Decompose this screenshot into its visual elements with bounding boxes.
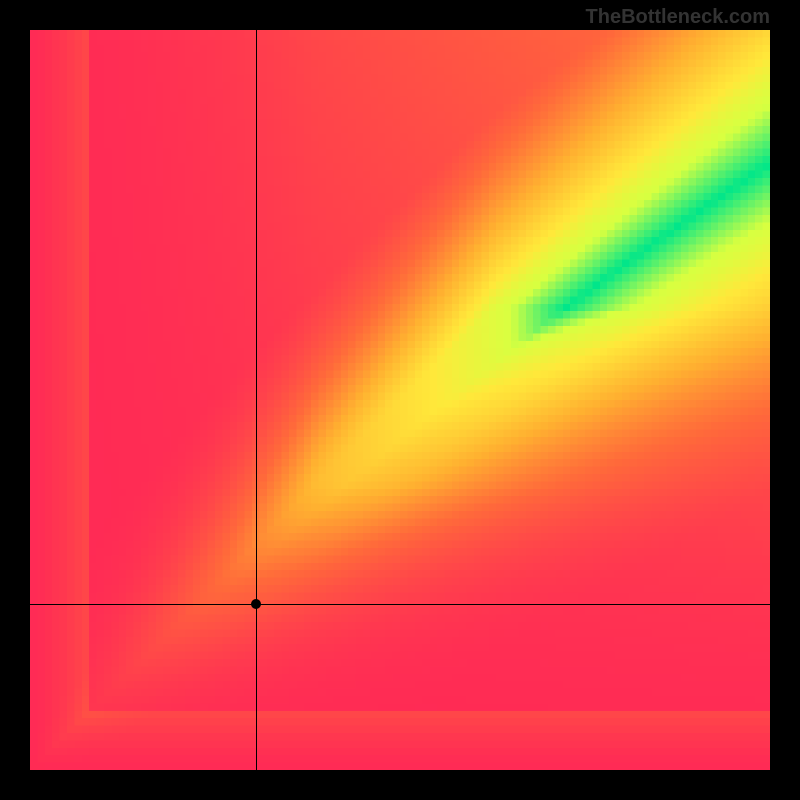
watermark-text: TheBottleneck.com	[586, 6, 770, 29]
heatmap-canvas	[30, 30, 770, 770]
crosshair-vertical	[256, 30, 257, 770]
bottleneck-heatmap	[30, 30, 770, 770]
marker-dot	[251, 599, 261, 609]
crosshair-horizontal	[30, 604, 770, 605]
